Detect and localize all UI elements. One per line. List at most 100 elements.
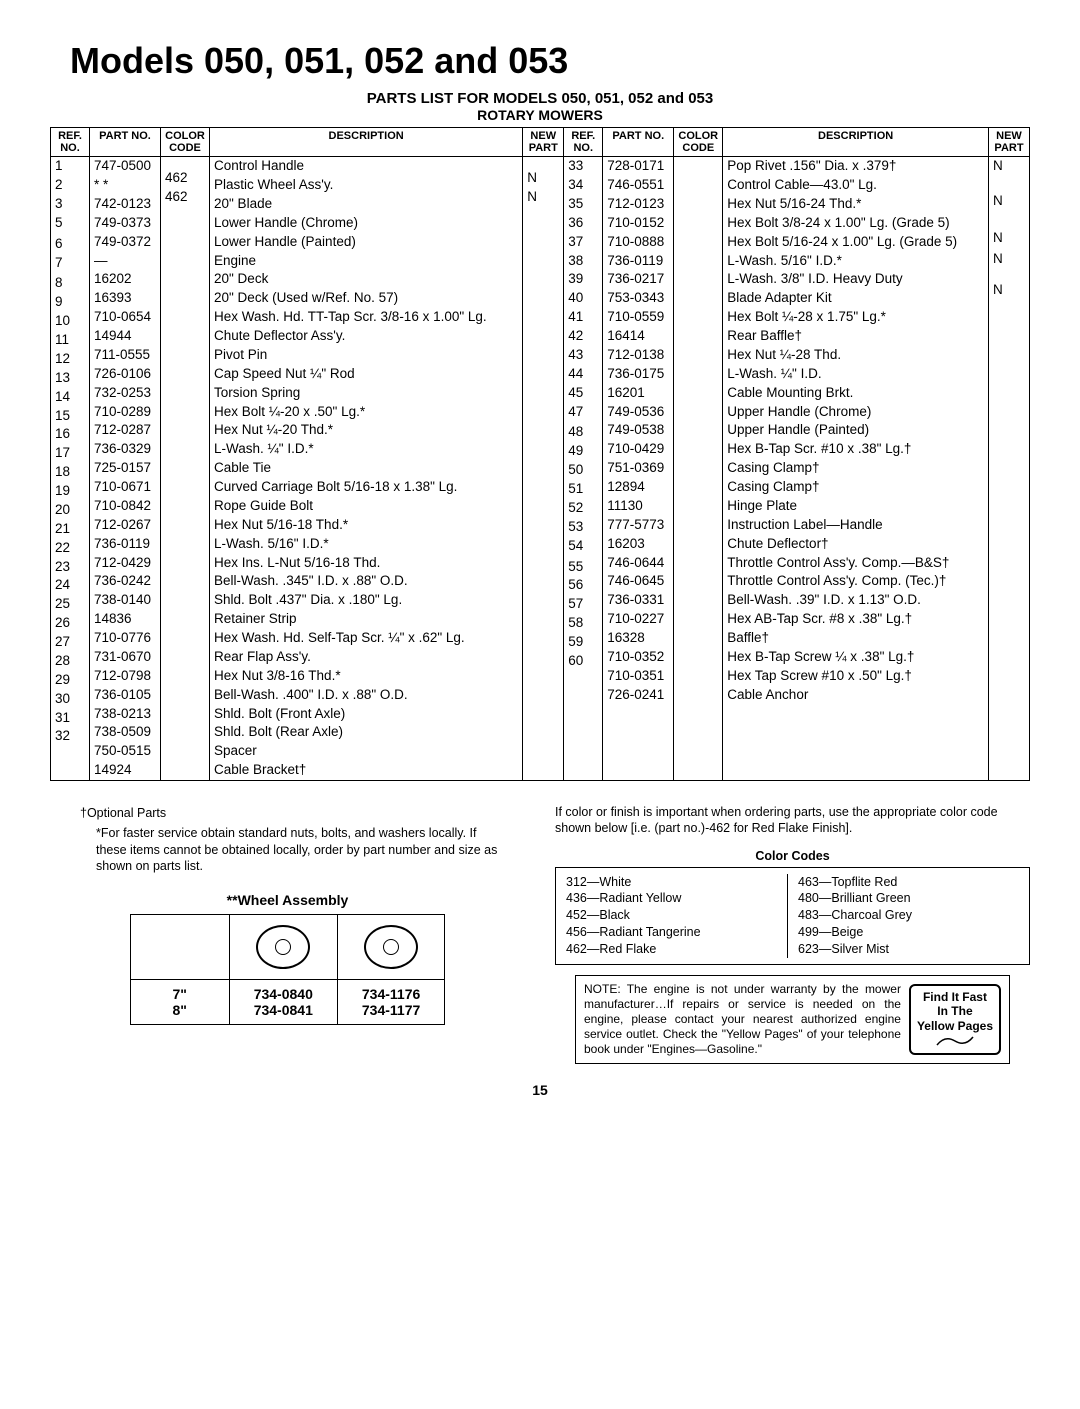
cell-d: L-Wash. 5/16" I.D.* (210, 535, 522, 554)
cell-r: 58 (564, 614, 602, 633)
cell-r: 14 (51, 388, 89, 407)
cell-r: 45 (564, 384, 602, 403)
cell-d: Baffle† (723, 629, 988, 648)
wheel-icon (256, 925, 310, 969)
cell-d: Hex B-Tap Scr. #10 x .38" Lg.† (723, 440, 988, 459)
cell-p: 710-0671 (90, 478, 160, 497)
color-code-item: 452—Black (566, 907, 787, 924)
cell-p: 746-0645 (603, 572, 673, 591)
color-code-item: 463—Topflite Red (798, 874, 1019, 891)
cell-r: 8 (51, 274, 89, 293)
cell-d: L-Wash. ¼" I.D. (723, 365, 988, 384)
cell-p: 749-0538 (603, 421, 673, 440)
cell-d: Shld. Bolt .437" Dia. x .180" Lg. (210, 591, 522, 610)
color-code-item: 436—Radiant Yellow (566, 890, 787, 907)
cell-r: 60 (564, 652, 602, 671)
cell-p: 11130 (603, 497, 673, 516)
cell-d: Rear Baffle† (723, 327, 988, 346)
cell-p: 16414 (603, 327, 673, 346)
cell-d: Retainer Strip (210, 610, 522, 629)
cell-p: 736-0175 (603, 365, 673, 384)
cell-r: 13 (51, 369, 89, 388)
page-number: 15 (50, 1082, 1030, 1098)
cell-r: 52 (564, 499, 602, 518)
findfast-line3: Yellow Pages (917, 1019, 993, 1033)
footnote-star: *For faster service obtain standard nuts… (96, 825, 510, 874)
cell-p: 731-0670 (90, 648, 160, 667)
color-code-item: 499—Beige (798, 924, 1019, 941)
hdr-ref: REF. NO. (51, 128, 90, 157)
cell-r: 6 (51, 235, 89, 254)
cell-d: Throttle Control Ass'y. Comp.—B&S† (723, 554, 988, 573)
cell-p: 16202 (90, 270, 160, 289)
cell-d: Hex Bolt ¼-20 x .50" Lg.* (210, 403, 522, 422)
cell-d: L-Wash. 5/16" I.D.* (723, 252, 988, 271)
find-it-fast-badge: Find It Fast In The Yellow Pages (909, 984, 1001, 1055)
cell-d: Bell-Wash. .345" I.D. x .88" O.D. (210, 572, 522, 591)
cell-d: Spacer (210, 742, 522, 761)
cell-r: 11 (51, 331, 89, 350)
cell-d: Hex AB-Tap Scr. #8 x .38" Lg.† (723, 610, 988, 629)
cell-d: Instruction Label—Handle (723, 516, 988, 535)
cell-r: 32 (51, 727, 89, 746)
cell-p: 712-0138 (603, 346, 673, 365)
cell-r: 28 (51, 652, 89, 671)
cell-r: 18 (51, 463, 89, 482)
cell-p: 710-0351 (603, 667, 673, 686)
cell-p: 736-0331 (603, 591, 673, 610)
cell-p: 16203 (603, 535, 673, 554)
cell-d: Lower Handle (Chrome) (210, 214, 522, 233)
cell-r: 53 (564, 518, 602, 537)
cell-p: 736-0329 (90, 440, 160, 459)
cell-p: 751-0369 (603, 459, 673, 478)
wheel-b2: 734-1177 (362, 1002, 420, 1018)
color-code-item: 623—Silver Mist (798, 941, 1019, 958)
engine-note-box: Find It Fast In The Yellow Pages NOTE: T… (575, 975, 1010, 1064)
cell-d: 20" Deck (210, 270, 522, 289)
cell-p: 710-0152 (603, 214, 673, 233)
cell-d: Hex Nut 5/16-24 Thd.* (723, 195, 988, 214)
cell-r: 37 (564, 233, 602, 252)
wheel-size-8: 8" (155, 1002, 205, 1018)
cell-p: 738-0140 (90, 591, 160, 610)
cell-d: Casing Clamp† (723, 478, 988, 497)
cell-r: 22 (51, 539, 89, 558)
cell-r: 38 (564, 252, 602, 271)
cell-n: N (989, 250, 1029, 269)
cell-r: 25 (51, 595, 89, 614)
cell-r: 1 (51, 157, 89, 176)
cell-r: 30 (51, 690, 89, 709)
cell-p: 710-0352 (603, 648, 673, 667)
cell-p: 736-0119 (603, 252, 673, 271)
cell-r: 50 (564, 461, 602, 480)
cell-d: Casing Clamp† (723, 459, 988, 478)
cell-d: Rear Flap Ass'y. (210, 648, 522, 667)
cell-p: 16393 (90, 289, 160, 308)
cell-d: Control Handle (210, 157, 522, 176)
cell-d: Engine (210, 252, 522, 271)
hdr-color: COLOR CODE (161, 128, 210, 157)
cell-d: Hex Wash. Hd. Self-Tap Scr. ¼" x .62" Lg… (210, 629, 522, 648)
cell-r: 20 (51, 501, 89, 520)
cell-d: Rope Guide Bolt (210, 497, 522, 516)
cell-n: N (523, 188, 563, 207)
hdr-new2: NEW PART (989, 128, 1030, 157)
cell-d: Hex Ins. L-Nut 5/16-18 Thd. (210, 554, 522, 573)
cell-d: Throttle Control Ass'y. Comp. (Tec.)† (723, 572, 988, 591)
cell-p: 747-0500 (90, 157, 160, 176)
cell-r: 3 (51, 195, 89, 214)
cell-c: 462 (161, 169, 209, 188)
cell-c (161, 255, 209, 257)
hdr-color2: COLOR CODE (674, 128, 723, 157)
cell-p: 710-0654 (90, 308, 160, 327)
color-code-item: 312—White (566, 874, 787, 891)
cell-n (523, 255, 563, 257)
cell-p: 749-0373 (90, 214, 160, 233)
color-code-item: 456—Radiant Tangerine (566, 924, 787, 941)
cell-d: Bell-Wash. .400" I.D. x .88" O.D. (210, 686, 522, 705)
cell-r: 2 (51, 176, 89, 195)
findfast-line1: Find It Fast (917, 990, 993, 1004)
cell-d: Hex B-Tap Screw ¼ x .38" Lg.† (723, 648, 988, 667)
cell-p: 14924 (90, 761, 160, 780)
cell-d: Pivot Pin (210, 346, 522, 365)
